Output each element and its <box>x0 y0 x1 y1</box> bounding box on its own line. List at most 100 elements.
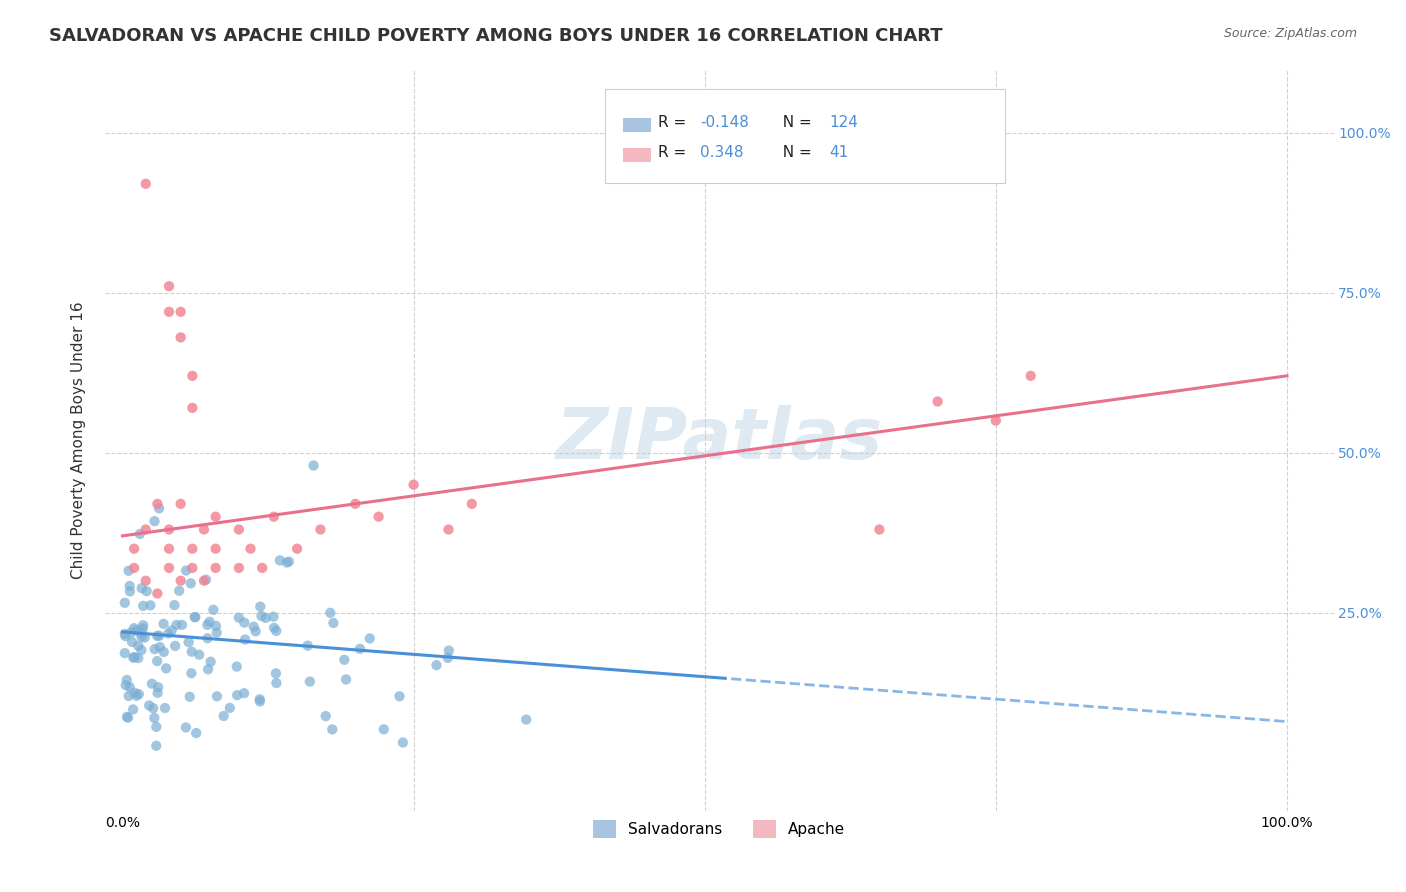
Point <box>118 579 141 593</box>
Point <box>146 654 169 668</box>
Point <box>193 574 215 588</box>
Point <box>131 643 153 657</box>
Point <box>155 661 177 675</box>
Point <box>437 651 460 665</box>
Point <box>298 674 321 689</box>
Point <box>170 574 193 588</box>
Point <box>128 527 150 541</box>
Point <box>437 523 460 537</box>
Point <box>127 639 149 653</box>
Point <box>228 523 250 537</box>
Point <box>141 676 163 690</box>
Point <box>242 620 264 634</box>
Point <box>276 556 298 570</box>
Point <box>138 698 160 713</box>
Point <box>218 701 240 715</box>
Legend: Salvadorans, Apache: Salvadorans, Apache <box>588 814 852 845</box>
Text: SALVADORAN VS APACHE CHILD POVERTY AMONG BOYS UNDER 16 CORRELATION CHART: SALVADORAN VS APACHE CHILD POVERTY AMONG… <box>49 27 943 45</box>
Point <box>205 690 228 704</box>
Point <box>122 702 145 716</box>
Point <box>277 555 299 569</box>
Point <box>145 739 167 753</box>
Text: ZIPatlas: ZIPatlas <box>555 405 883 475</box>
Point <box>461 497 484 511</box>
Point <box>266 676 288 690</box>
Point <box>388 690 411 704</box>
Point <box>117 711 139 725</box>
Point <box>193 523 215 537</box>
Point <box>349 641 371 656</box>
Point <box>297 639 319 653</box>
Point <box>204 541 226 556</box>
Point <box>197 632 219 646</box>
Point <box>157 541 180 556</box>
Point <box>225 659 247 673</box>
Point <box>128 687 150 701</box>
Point <box>115 673 138 687</box>
Point <box>402 477 425 491</box>
Point <box>135 177 157 191</box>
Point <box>118 689 141 703</box>
Point <box>367 509 389 524</box>
Point <box>114 629 136 643</box>
Point <box>195 573 218 587</box>
Point <box>302 458 325 473</box>
Point <box>127 651 149 665</box>
Point <box>200 655 222 669</box>
Point <box>114 596 136 610</box>
Point <box>250 561 273 575</box>
Point <box>157 523 180 537</box>
Point <box>114 646 136 660</box>
Point <box>146 686 169 700</box>
Point <box>315 709 337 723</box>
Point <box>146 680 169 694</box>
Point <box>146 629 169 643</box>
Point <box>195 618 218 632</box>
Point <box>333 653 356 667</box>
Point <box>145 720 167 734</box>
Point <box>148 501 170 516</box>
Point <box>183 610 205 624</box>
Point <box>322 615 344 630</box>
Point <box>163 598 186 612</box>
Point <box>269 553 291 567</box>
Point <box>115 710 138 724</box>
Point <box>170 618 193 632</box>
Point <box>157 626 180 640</box>
Point <box>170 330 193 344</box>
Point <box>392 735 415 749</box>
Point <box>321 723 343 737</box>
Point <box>188 648 211 662</box>
Point <box>124 686 146 700</box>
Point <box>319 606 342 620</box>
Point <box>142 701 165 715</box>
Point <box>249 694 271 708</box>
Y-axis label: Child Poverty Among Boys Under 16: Child Poverty Among Boys Under 16 <box>72 301 86 579</box>
Point <box>197 662 219 676</box>
Point <box>245 624 267 639</box>
Point <box>515 713 537 727</box>
Point <box>120 625 142 640</box>
Text: R =: R = <box>658 115 692 129</box>
Point <box>309 523 332 537</box>
Point <box>180 576 202 591</box>
Point <box>181 561 204 575</box>
Point <box>181 541 204 556</box>
Point <box>122 650 145 665</box>
Point <box>239 541 262 556</box>
Point <box>135 574 157 588</box>
Point <box>228 561 250 575</box>
Point <box>198 615 221 629</box>
Point <box>359 632 381 646</box>
Point <box>166 618 188 632</box>
Point <box>263 621 285 635</box>
Text: 0.348: 0.348 <box>700 145 744 160</box>
Point <box>180 645 202 659</box>
Point <box>148 629 170 643</box>
Point <box>1019 368 1042 383</box>
Point <box>335 673 357 687</box>
Point <box>170 305 193 319</box>
Point <box>143 711 166 725</box>
Point <box>122 561 145 575</box>
Point <box>202 603 225 617</box>
